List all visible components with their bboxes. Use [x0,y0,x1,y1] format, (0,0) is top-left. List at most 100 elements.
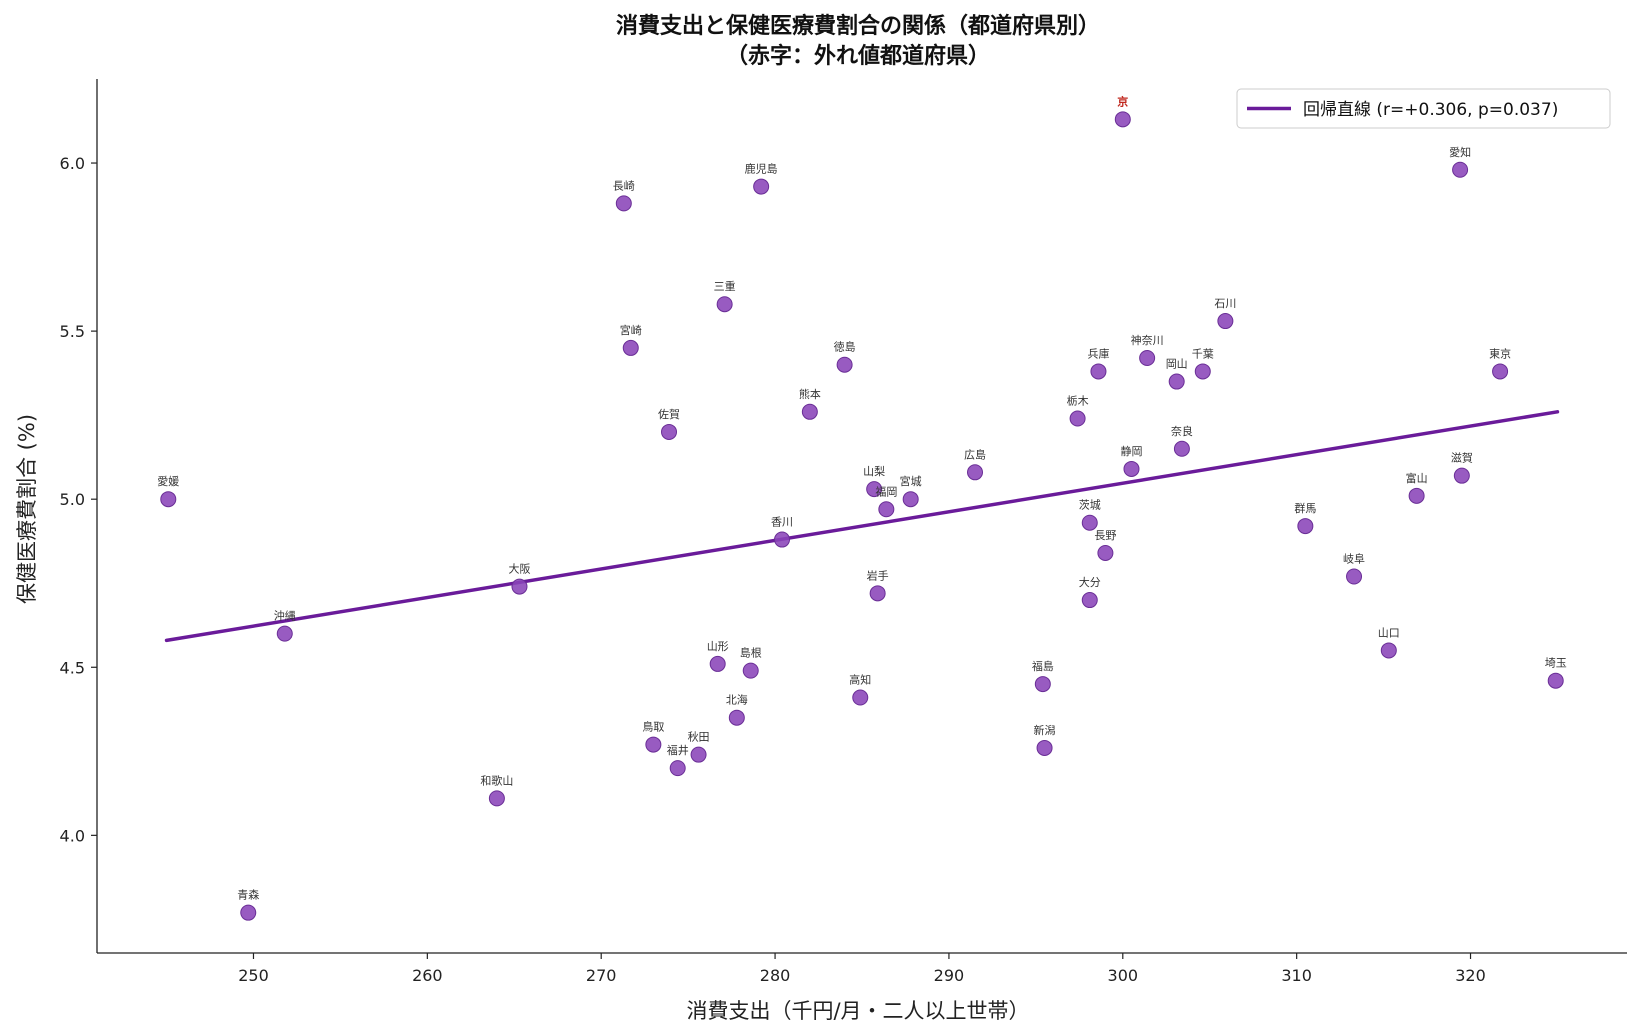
y-tick-label: 4.5 [60,658,85,677]
data-point [1168,373,1185,390]
x-axis-label: 消費支出（千円/月・二人以上世帯） [686,999,1029,1023]
data-point-label: 大分 [1079,575,1101,589]
data-point [836,356,853,373]
regression-layer [164,410,1560,643]
data-point-label: 宮崎 [620,323,642,337]
data-point [1547,672,1564,689]
chart-subtitle: （赤字：外れ値都道府県） [726,43,990,69]
data-point-label: 徳島 [834,340,856,354]
data-point [1090,363,1107,380]
data-point [1069,410,1086,427]
legend: 回帰直線 (r=+0.306, p=0.037) [1236,88,1611,129]
data-point [645,736,662,753]
regression-line [164,410,1560,643]
data-point [1346,568,1363,585]
data-point [716,296,733,313]
data-point [1123,460,1140,477]
data-point [661,423,678,440]
data-point-label: 広島 [964,447,986,461]
data-point-label: 東京 [1489,346,1511,360]
x-tick-label: 310 [1281,966,1312,985]
data-point [967,464,984,481]
x-tick-label: 250 [238,966,269,985]
data-point [742,662,759,679]
y-tick-label: 4.0 [60,826,85,845]
data-point-label: 岐阜 [1343,553,1365,566]
data-point [1036,739,1053,756]
data-point-label: 香川 [771,516,793,529]
data-point-label: 佐賀 [658,407,680,421]
data-point-label: 宮城 [900,474,922,488]
data-point [1380,642,1397,659]
data-point-label: 島根 [740,646,762,660]
x-tick-label: 270 [586,966,617,985]
data-point-label: 鹿児島 [745,162,778,176]
data-point-label: 長崎 [613,178,635,192]
data-point [878,501,895,518]
data-point [690,746,707,763]
data-point [1408,487,1425,504]
data-point [1139,350,1156,367]
data-point [1217,313,1234,330]
data-point [1081,514,1098,531]
y-tick-label: 5.5 [60,322,85,341]
data-point-label: 三重 [714,279,736,293]
data-point [774,531,791,548]
data-point-label: 奈良 [1171,424,1193,438]
x-tick-label: 260 [412,966,443,985]
data-point [1297,518,1314,535]
data-point-label: 愛知 [1449,145,1471,159]
data-point-label: 埼玉 [1545,656,1567,670]
data-point [1453,467,1470,484]
data-point-label: 山口 [1378,626,1400,639]
data-point-label: 栃木 [1067,394,1089,408]
data-point [615,195,632,212]
data-point-label: 青森 [237,888,259,902]
y-axis-label: 保健医療費割合 (%) [15,414,39,604]
data-point-label: 京 [1117,94,1128,108]
data-point [622,339,639,356]
data-point [669,760,686,777]
data-point [753,178,770,195]
data-point-label: 石川 [1214,297,1236,310]
data-point [240,904,257,921]
data-point-label: 山梨 [863,464,885,478]
data-point [1034,676,1051,693]
data-point [1114,111,1131,128]
data-point-label: 山形 [707,640,729,653]
data-point [852,689,869,706]
data-point-label: 千葉 [1192,346,1214,360]
data-point-label: 大阪 [508,562,530,576]
data-point-label: 長野 [1094,529,1116,542]
data-point [1173,440,1190,457]
data-point [728,709,745,726]
data-point [488,790,505,807]
data-point-label: 愛媛 [157,474,179,488]
data-point [1452,161,1469,178]
data-point-label: 高知 [849,673,871,687]
data-point-label: 福井 [667,743,689,757]
data-point-label: 福岡 [875,484,897,498]
data-point [801,403,818,420]
legend-box [1236,88,1611,129]
data-point [1097,544,1114,561]
data-point [1081,592,1098,609]
data-point-label: 富山 [1406,471,1428,485]
data-point-label: 和歌山 [480,773,513,787]
data-point-label: 福島 [1032,659,1054,673]
data-point [869,585,886,602]
data-point [160,491,177,508]
data-point-label: 北海 [726,693,748,707]
data-point-label: 秋田 [688,730,710,744]
y-tick-label: 5.0 [60,490,85,509]
data-point-label: 神奈川 [1131,333,1164,347]
data-point-label: 鳥取 [642,720,664,734]
data-point [902,491,919,508]
x-tick-label: 320 [1455,966,1486,985]
y-tick-label: 6.0 [60,154,85,173]
data-point-label: 新潟 [1034,723,1056,737]
legend-label: 回帰直線 (r=+0.306, p=0.037) [1303,100,1558,120]
data-point-label: 群馬 [1294,501,1316,515]
